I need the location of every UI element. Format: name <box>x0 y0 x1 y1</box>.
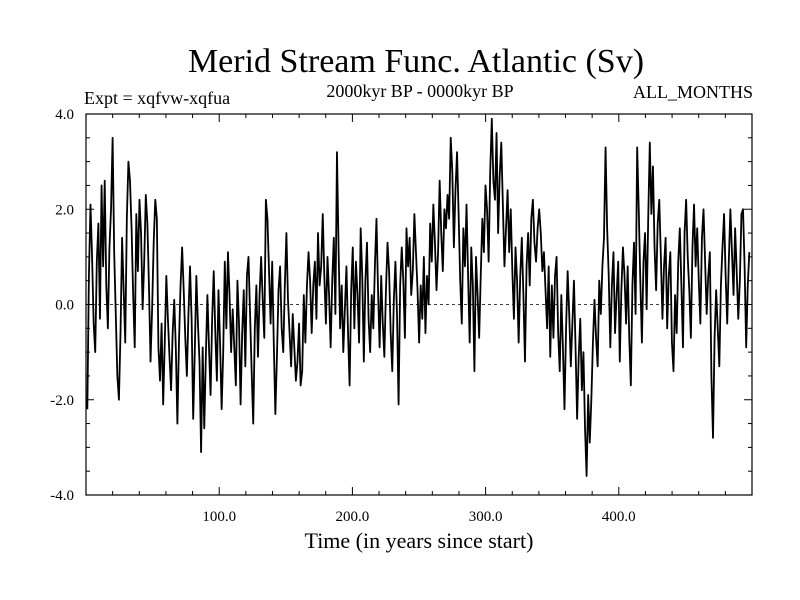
y-tick-label: 4.0 <box>55 107 74 123</box>
x-tick-label: 300.0 <box>469 509 503 525</box>
chart-title: Merid Stream Func. Atlantic (Sv) <box>188 43 644 80</box>
y-tick-label: -2.0 <box>50 393 74 409</box>
y-tick-label: 0.0 <box>55 298 74 314</box>
x-axis-label: Time (in years since start) <box>305 528 534 553</box>
subtitle-months: ALL_MONTHS <box>633 82 753 102</box>
series-line <box>86 117 751 477</box>
subtitle-experiment: Expt = xqfvw-xqfua <box>84 88 230 108</box>
x-axis: 100.0 200.0 300.0 400.0 <box>112 114 726 525</box>
y-tick-label: 2.0 <box>55 202 74 218</box>
x-tick-label: 400.0 <box>602 509 636 525</box>
x-tick-label: 100.0 <box>202 509 236 525</box>
y-tick-label: -4.0 <box>50 488 74 504</box>
subtitle-period: 2000kyr BP - 0000kyr BP <box>326 81 513 101</box>
x-tick-label: 200.0 <box>336 509 370 525</box>
